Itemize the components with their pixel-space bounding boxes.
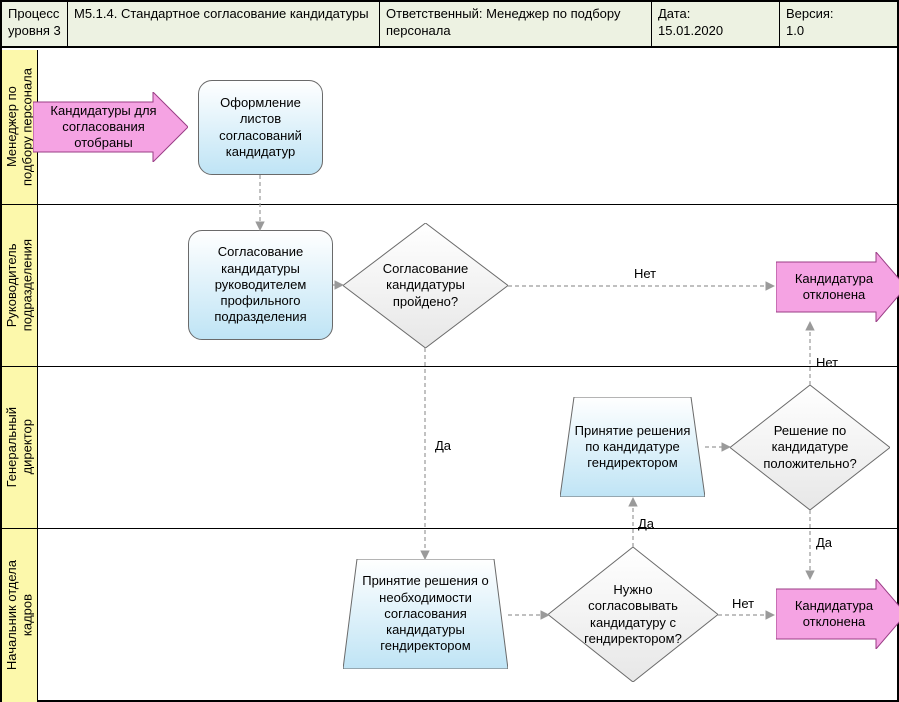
label-no-2: Нет bbox=[732, 596, 754, 611]
process-registration: Оформление листов согласований кандидату… bbox=[198, 80, 323, 175]
end-rejected-1-text: Кандидатура отклонена bbox=[780, 258, 888, 316]
end-event-rejected-2: Кандидатура отклонена bbox=[776, 579, 899, 649]
lane-label-dept: Руководитель подразделения bbox=[2, 205, 38, 366]
decision-approval-passed: Согласование кандидатуры пройдено? bbox=[343, 223, 508, 348]
lane-label-dept-text: Руководитель подразделения bbox=[4, 239, 35, 331]
label-yes-2: Да bbox=[638, 516, 654, 531]
lane-body-hr: Кандидатуры для согласования отобраны Оф… bbox=[38, 50, 897, 204]
header-process-name: М5.1.4. Стандартное согласование кандида… bbox=[68, 2, 380, 46]
hdr-col4-l2: 15.01.2020 bbox=[658, 23, 723, 38]
lane-label-gd-text: Генеральный директор bbox=[4, 407, 35, 487]
hdr-col1-l2: уровня 3 bbox=[8, 23, 61, 38]
lane-body-dept: Согласование кандидатуры руководителем п… bbox=[38, 205, 897, 366]
lane-department-head: Руководитель подразделения Согласование … bbox=[2, 205, 897, 367]
process-gd-decision: Принятие решения по кандидатуре гендирек… bbox=[560, 397, 705, 497]
process-need-gd-approval-text: Принятие решения о необходимости согласо… bbox=[351, 567, 500, 661]
lane-body-gd: Принятие решения по кандидатуре гендирек… bbox=[38, 367, 897, 528]
header-date: Дата: 15.01.2020 bbox=[652, 2, 780, 46]
lane-label-hrdept-text: Начальник отдела кадров bbox=[4, 560, 35, 670]
header-process-level: Процесс уровня 3 bbox=[2, 2, 68, 46]
decision-approval-text: Согласование кандидатуры пройдено? bbox=[366, 248, 485, 323]
lane-label-hr-text: Менеджер по подбору персонала bbox=[4, 68, 35, 186]
lane-hr-manager: Менеджер по подбору персонала Кандидатур… bbox=[2, 50, 897, 205]
swimlane-diagram: Процесс уровня 3 М5.1.4. Стандартное сог… bbox=[0, 0, 899, 702]
header-row: Процесс уровня 3 М5.1.4. Стандартное сог… bbox=[2, 2, 897, 48]
decision-gd-positive-text: Решение по кандидатуре положительно? bbox=[752, 410, 867, 485]
decision-need-gd-text: Нужно согласовывать кандидатуру с гендир… bbox=[572, 574, 694, 655]
process-approval-dept: Согласование кандидатуры руководителем п… bbox=[188, 230, 333, 340]
label-yes-1: Да bbox=[435, 438, 451, 453]
label-no-1: Нет bbox=[634, 266, 656, 281]
decision-need-gd: Нужно согласовывать кандидатуру с гендир… bbox=[548, 547, 718, 682]
lane-label-gd: Генеральный директор bbox=[2, 367, 38, 528]
header-responsible: Ответственный: Менеджер по подбору персо… bbox=[380, 2, 652, 46]
label-no-3: Нет bbox=[816, 355, 838, 370]
lane-hr-department-head: Начальник отдела кадров Принятие решения… bbox=[2, 529, 897, 702]
start-event-arrow: Кандидатуры для согласования отобраны bbox=[33, 92, 188, 162]
process-approval-dept-text: Согласование кандидатуры руководителем п… bbox=[195, 244, 326, 325]
hdr-col5-l2: 1.0 bbox=[786, 23, 804, 38]
hdr-col4-l1: Дата: bbox=[658, 6, 690, 21]
end-rejected-2-text: Кандидатура отклонена bbox=[780, 585, 888, 643]
hdr-col1-l1: Процесс bbox=[8, 6, 59, 21]
process-need-gd-approval: Принятие решения о необходимости согласо… bbox=[343, 559, 508, 669]
lane-body-hrdept: Принятие решения о необходимости согласо… bbox=[38, 529, 897, 702]
start-event-text: Кандидатуры для согласования отобраны bbox=[37, 98, 170, 156]
lanes-container: Менеджер по подбору персонала Кандидатур… bbox=[2, 50, 897, 700]
hdr-col5-l1: Версия: bbox=[786, 6, 834, 21]
label-yes-3: Да bbox=[816, 535, 832, 550]
process-gd-decision-text: Принятие решения по кандидатуре гендирек… bbox=[568, 405, 697, 489]
lane-label-hrdept: Начальник отдела кадров bbox=[2, 529, 38, 702]
process-registration-text: Оформление листов согласований кандидату… bbox=[205, 95, 316, 160]
end-event-rejected-1: Кандидатура отклонена bbox=[776, 252, 899, 322]
decision-gd-positive: Решение по кандидатуре положительно? bbox=[730, 385, 890, 510]
header-version: Версия: 1.0 bbox=[780, 2, 897, 46]
